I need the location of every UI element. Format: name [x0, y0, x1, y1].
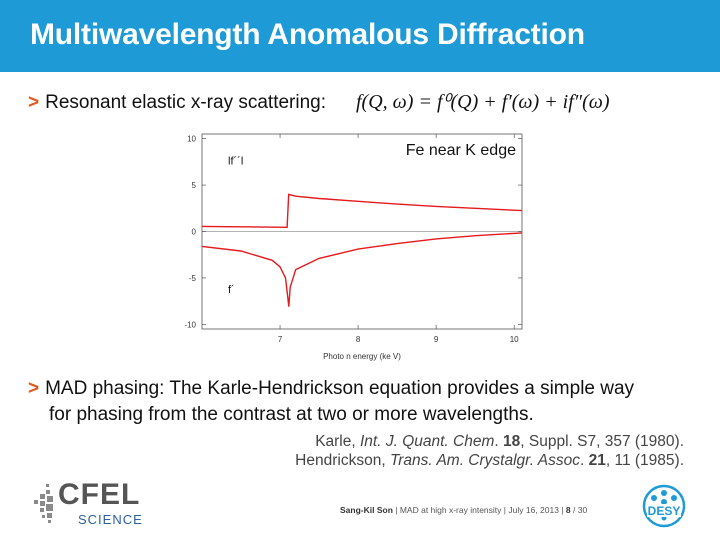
reference-hendrickson: Hendrickson, Trans. Am. Crystalgr. Assoc… — [295, 452, 684, 470]
ref-authors: Hendrickson, — [295, 452, 390, 469]
cfel-logo-text: CFEL — [58, 478, 141, 511]
footer-page: 8 — [565, 505, 571, 515]
desy-logo-text: DESY — [648, 504, 681, 518]
scattering-formula: f(Q, ω) = f⁰(Q) + f′(ω) + if″(ω) — [356, 91, 610, 113]
ref-volume: 18 — [503, 433, 521, 450]
bullet-marker: > — [28, 92, 40, 113]
footer-total: / 30 — [573, 505, 588, 515]
desy-logo-icon: DESY — [642, 484, 686, 528]
x-tick-label: 9 — [434, 335, 439, 344]
bullet-mad-phasing: > MAD phasing: The Karle-Hendrickson equa… — [28, 376, 688, 428]
y-tick-label: 10 — [187, 135, 196, 144]
title-bar: Multiwavelength Anomalous Diffraction — [0, 0, 720, 72]
footer-author: Sang-Kil Son — [340, 505, 393, 515]
ref-authors: Karle, — [315, 433, 360, 450]
x-axis-label: Photo n energy (ke V) — [323, 352, 401, 361]
y-tick-label: 0 — [192, 228, 197, 237]
footer-date: July 16, 2013 — [508, 505, 559, 515]
bullet-resonant: > Resonant elastic x-ray scattering: — [28, 90, 326, 116]
x-tick-label: 10 — [510, 335, 519, 344]
ref-journal: Int. J. Quant. Chem — [360, 433, 495, 450]
x-tick-label: 8 — [356, 335, 361, 344]
ref-sep: . — [494, 433, 504, 450]
x-tick-label: 7 — [278, 335, 283, 344]
series-label-2: f´ — [228, 284, 235, 296]
cfel-logo-icon — [34, 484, 53, 523]
footer-talk: MAD at high x-ray intensity — [399, 505, 502, 515]
ref-sep: . — [580, 452, 589, 469]
ref-journal: Trans. Am. Crystalgr. Assoc — [389, 452, 580, 469]
reference-karle: Karle, Int. J. Quant. Chem. 18, Suppl. S… — [315, 433, 684, 451]
chart-title: Fe near K edge — [406, 142, 516, 159]
ref-pages: , 11 (1985). — [605, 452, 684, 469]
slide-title: Multiwavelength Anomalous Diffraction — [30, 18, 585, 51]
ref-volume: 21 — [588, 452, 606, 469]
bullet-text-line1: MAD phasing: The Karle-Hendrickson equat… — [45, 378, 635, 399]
bullet-text-line2: for phasing from the contrast at two or … — [49, 404, 534, 425]
y-tick-label: -5 — [189, 274, 197, 283]
ref-pages: , Suppl. S7, 357 (1980). — [520, 433, 684, 450]
footer-info: Sang-Kil Son | MAD at high x-ray intensi… — [340, 505, 588, 515]
bullet-text: Resonant elastic x-ray scattering: — [45, 92, 327, 113]
y-tick-label: 5 — [192, 181, 197, 190]
anomalous-scattering-chart: 10 5 0 -5 -10 7 8 9 10 Photo n energy (ke V) Fe ne… — [184, 133, 523, 361]
y-tick-label: -10 — [184, 320, 196, 329]
series-line-1 — [201, 193, 523, 229]
series-line-2 — [201, 232, 523, 307]
cfel-logo-subtitle: SCIENCE — [78, 512, 143, 527]
bullet-marker: > — [28, 378, 40, 399]
series-label-1: lf´´l — [228, 156, 243, 168]
